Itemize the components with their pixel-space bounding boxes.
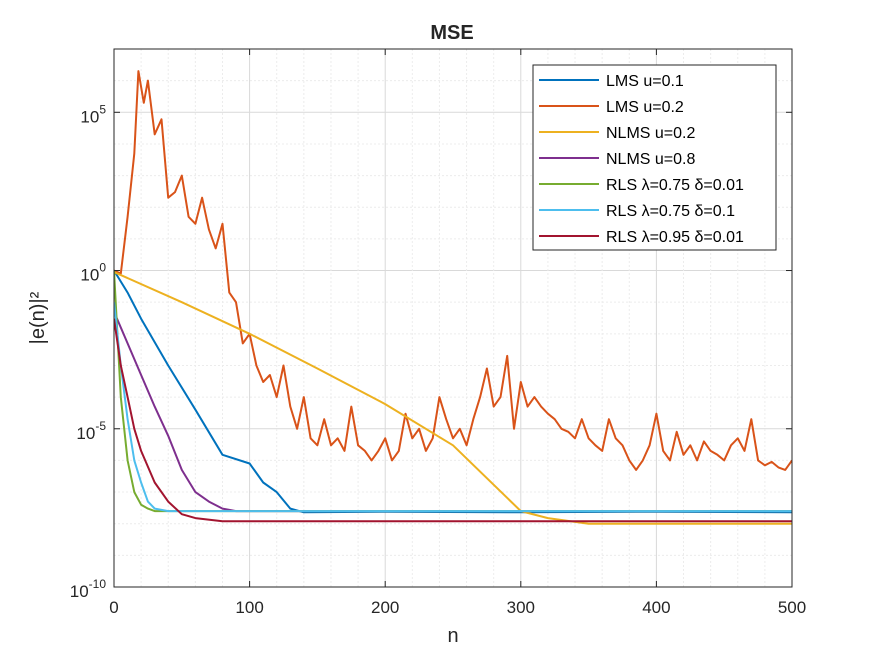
- legend-label: RLS λ=0.75 δ=0.01: [606, 177, 744, 194]
- legend-label: RLS λ=0.95 δ=0.01: [606, 229, 744, 246]
- y-tick-label: 10-10: [70, 577, 107, 601]
- x-tick-label: 500: [778, 598, 806, 617]
- series-line-7: [114, 318, 792, 523]
- x-tick-label: 100: [235, 598, 263, 617]
- series-line-6: [114, 302, 792, 513]
- legend-label: NLMS u=0.2: [606, 125, 695, 142]
- legend: LMS u=0.1 LMS u=0.2 NLMS u=0.2 NLMS u=0.8 RL…: [532, 64, 777, 251]
- series-line-5: [114, 270, 792, 513]
- axes-box: [113, 48, 793, 588]
- y-tick-label: 105: [80, 102, 106, 126]
- x-tick-label: 300: [507, 598, 535, 617]
- legend-label: LMS u=0.2: [606, 99, 684, 116]
- y-tick-label: 10-5: [76, 419, 106, 443]
- series-line-1: [114, 269, 792, 514]
- legend-label: RLS λ=0.75 δ=0.1: [606, 203, 735, 220]
- plot-area: [114, 70, 792, 525]
- series-line-3: [114, 271, 792, 525]
- x-tick-label: 200: [371, 598, 399, 617]
- y-axis-label: |e(n)|²: [27, 291, 49, 344]
- series-line-2: [114, 70, 792, 471]
- legend-label: NLMS u=0.8: [606, 151, 695, 168]
- x-tick-label: 0: [109, 598, 118, 617]
- x-axis-ticks: 0 100 200 300 400 500: [109, 49, 806, 617]
- chart-title: MSE: [430, 22, 473, 44]
- x-axis-label: n: [447, 625, 458, 647]
- y-tick-label: 100: [80, 261, 106, 285]
- series-line-4: [114, 311, 792, 513]
- legend-label: LMS u=0.1: [606, 73, 684, 90]
- x-tick-label: 400: [642, 598, 670, 617]
